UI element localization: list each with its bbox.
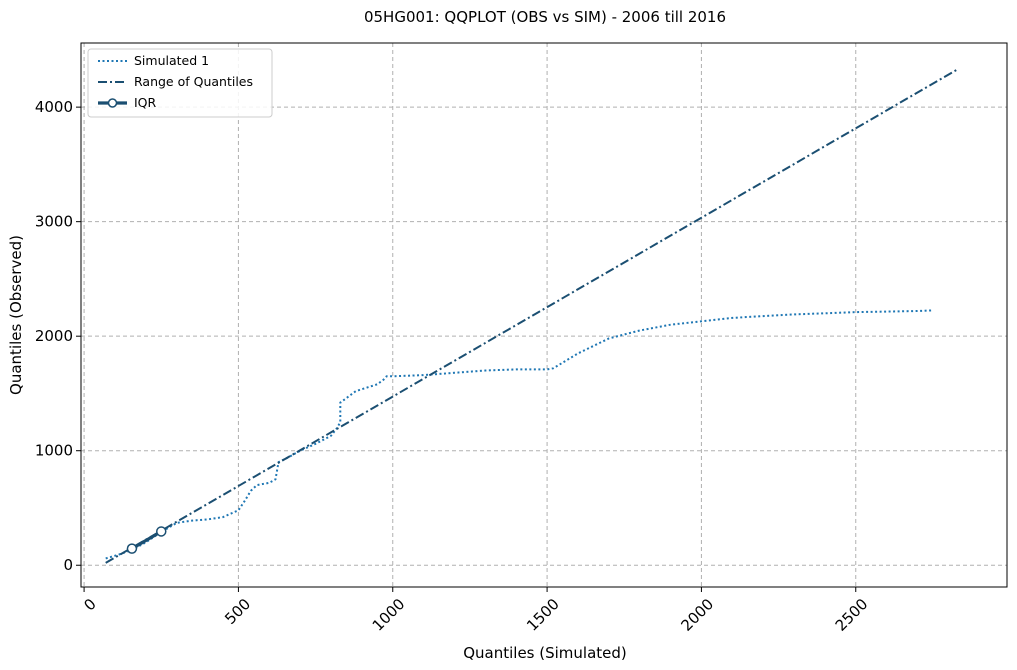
series-iqr-line xyxy=(131,530,163,550)
x-tick-label: 1500 xyxy=(523,595,563,635)
x-tick-label: 2500 xyxy=(832,595,872,635)
x-tick-label: 1000 xyxy=(369,595,409,635)
legend: Simulated 1 Range of Quantiles IQR xyxy=(87,48,273,118)
y-tick-label: 2000 xyxy=(35,327,73,345)
x-tick-label: 500 xyxy=(221,595,254,628)
iqr-marker xyxy=(126,543,138,554)
series-simulated-line xyxy=(105,309,933,560)
x-tick-label: 0 xyxy=(80,595,99,614)
y-tick-label: 1000 xyxy=(35,442,73,460)
legend-box xyxy=(87,48,273,118)
y-tick-label: 3000 xyxy=(35,213,73,231)
series-range-line xyxy=(105,68,959,564)
plot-frame xyxy=(80,42,1008,588)
y-tick-label: 0 xyxy=(63,556,73,574)
chart-title: 05HG001: QQPLOT (OBS vs SIM) - 2006 till… xyxy=(364,8,726,26)
y-tick-label: 4000 xyxy=(35,98,73,116)
legend-label-simulated: Simulated 1 xyxy=(134,53,209,68)
legend-iqr-marker-icon xyxy=(107,98,118,108)
y-axis-label: Quantiles (Observed) xyxy=(7,235,25,395)
series-layer xyxy=(105,68,959,564)
legend-label-range: Range of Quantiles xyxy=(134,74,253,89)
x-tick-label: 2000 xyxy=(677,595,717,635)
ticks-layer: 0 500 1000 1500 2000 2500 0 1000 2000 3000 4000 xyxy=(35,98,872,635)
x-axis-label: Quantiles (Simulated) xyxy=(463,644,627,662)
grid-layer xyxy=(81,43,1007,587)
iqr-marker xyxy=(156,526,167,537)
legend-label-iqr: IQR xyxy=(134,95,157,110)
